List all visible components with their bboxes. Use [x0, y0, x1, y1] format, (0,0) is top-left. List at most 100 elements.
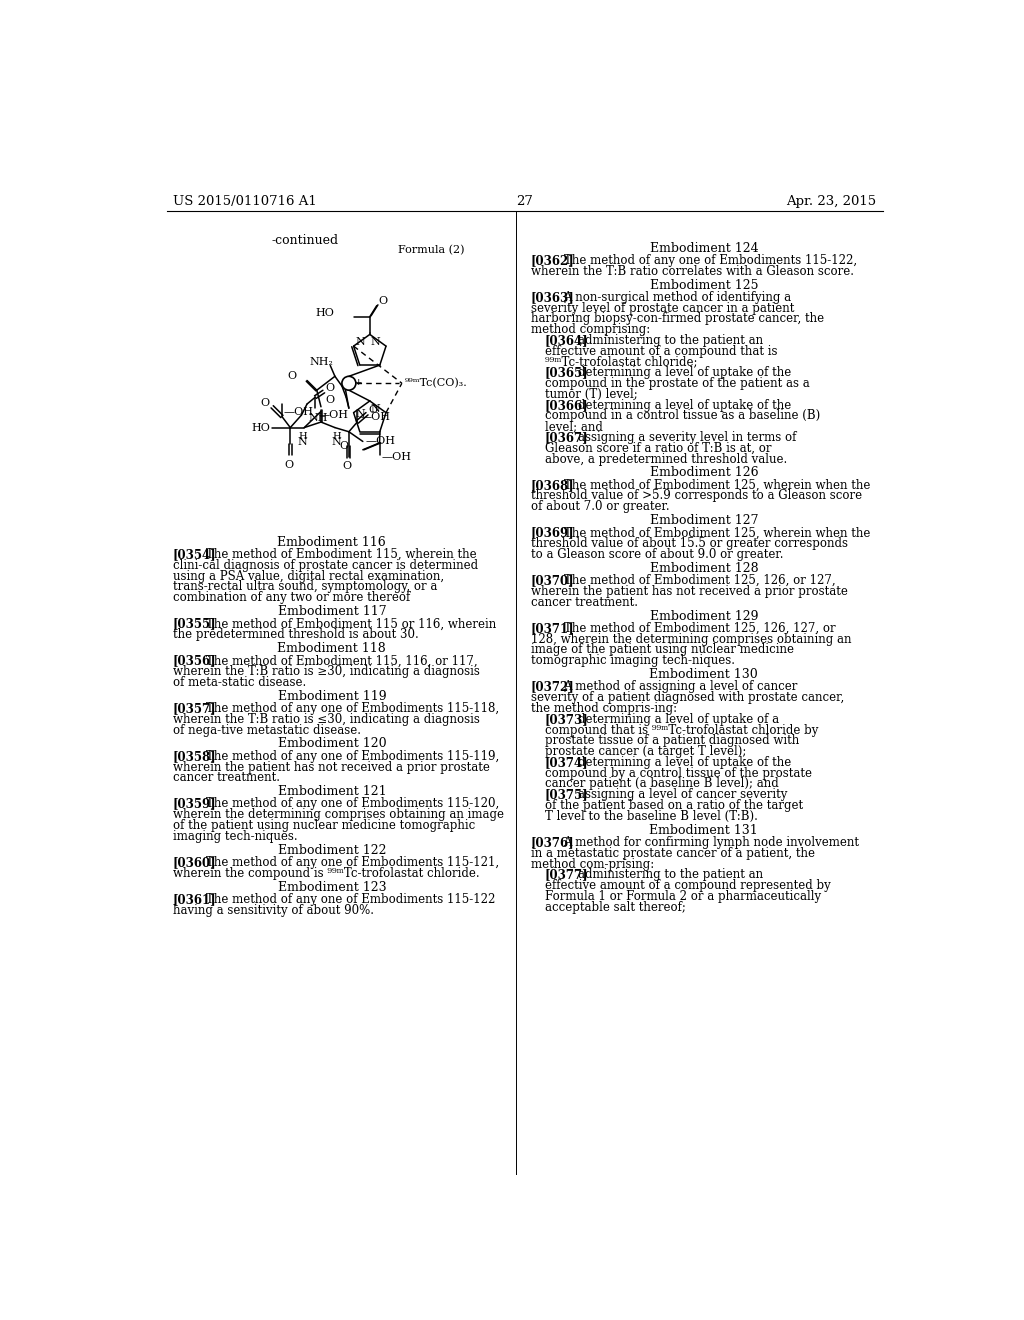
Text: [0377]: [0377] — [545, 869, 589, 882]
Text: harboring biopsy-con-firmed prostate cancer, the: harboring biopsy-con-firmed prostate can… — [531, 313, 824, 326]
Text: wherein the determining comprises obtaining an image: wherein the determining comprises obtain… — [173, 808, 504, 821]
Text: Embodiment 129: Embodiment 129 — [649, 610, 758, 623]
Text: —OH: —OH — [360, 412, 390, 422]
Text: Apr. 23, 2015: Apr. 23, 2015 — [786, 195, 877, 209]
Text: cancer treatment.: cancer treatment. — [173, 771, 280, 784]
Text: N: N — [355, 409, 365, 420]
Text: O: O — [260, 397, 269, 408]
Text: [0354]: [0354] — [173, 548, 216, 561]
Text: Embodiment 125: Embodiment 125 — [649, 279, 758, 292]
Text: wherein the patient has not received a prior prostate: wherein the patient has not received a p… — [531, 585, 848, 598]
Text: O: O — [326, 395, 335, 405]
Text: N: N — [370, 338, 380, 347]
Text: [0357]: [0357] — [173, 702, 216, 715]
Text: NH: NH — [308, 413, 328, 422]
Text: cancer treatment.: cancer treatment. — [531, 595, 638, 609]
Text: level; and: level; and — [545, 420, 603, 433]
Text: +: + — [354, 378, 361, 387]
Text: Embodiment 116: Embodiment 116 — [278, 536, 386, 549]
Text: determining a level of uptake of the: determining a level of uptake of the — [578, 367, 791, 379]
Text: of the patient using nuclear medicine tomographic: of the patient using nuclear medicine to… — [173, 818, 475, 832]
Text: administering to the patient an: administering to the patient an — [578, 869, 763, 882]
Text: severity level of prostate cancer in a patient: severity level of prostate cancer in a p… — [531, 302, 795, 314]
Text: The method of any one of Embodiments 115-122,: The method of any one of Embodiments 115… — [563, 253, 857, 267]
Text: The method of Embodiment 115 or 116, wherein: The method of Embodiment 115 or 116, whe… — [206, 618, 496, 631]
Text: Embodiment 130: Embodiment 130 — [649, 668, 758, 681]
Text: Gleason score if a ratio of T:B is at, or: Gleason score if a ratio of T:B is at, o… — [545, 442, 771, 455]
Text: [0367]: [0367] — [545, 430, 589, 444]
Text: The method of Embodiment 115, wherein the: The method of Embodiment 115, wherein th… — [206, 548, 476, 561]
Text: A non-surgical method of identifying a: A non-surgical method of identifying a — [563, 290, 792, 304]
Text: image of the patient using nuclear medicine: image of the patient using nuclear medic… — [531, 644, 794, 656]
Text: 27: 27 — [516, 195, 534, 209]
Text: method comprising:: method comprising: — [531, 323, 650, 337]
Text: Embodiment 124: Embodiment 124 — [649, 242, 758, 255]
Text: Embodiment 128: Embodiment 128 — [649, 562, 758, 576]
Text: tomographic imaging tech-niques.: tomographic imaging tech-niques. — [531, 655, 735, 668]
Text: imaging tech-niques.: imaging tech-niques. — [173, 830, 298, 843]
Text: The method of Embodiment 125, 126, 127, or: The method of Embodiment 125, 126, 127, … — [563, 622, 836, 635]
Text: O: O — [340, 441, 349, 451]
Text: cancer patient (a baseline B level); and: cancer patient (a baseline B level); and — [545, 777, 778, 791]
Text: using a PSA value, digital rectal examination,: using a PSA value, digital rectal examin… — [173, 570, 444, 582]
Text: acceptable salt thereof;: acceptable salt thereof; — [545, 900, 686, 913]
Text: [0359]: [0359] — [173, 797, 216, 810]
Text: [0368]: [0368] — [531, 479, 574, 492]
Text: ⁹⁹ᵐTc(CO)₃.: ⁹⁹ᵐTc(CO)₃. — [404, 378, 468, 388]
Text: NH₂: NH₂ — [309, 358, 333, 367]
Text: having a sensitivity of about 90%.: having a sensitivity of about 90%. — [173, 904, 374, 917]
Text: A method of assigning a level of cancer: A method of assigning a level of cancer — [563, 681, 798, 693]
Text: —OH: —OH — [284, 407, 313, 417]
Text: wherein the patient has not received a prior prostate: wherein the patient has not received a p… — [173, 760, 489, 774]
Text: The method of any one of Embodiments 115-120,: The method of any one of Embodiments 115… — [206, 797, 499, 810]
Text: compound that is ⁹⁹ᵐTc-trofolastat chloride by: compound that is ⁹⁹ᵐTc-trofolastat chlor… — [545, 723, 818, 737]
Text: administering to the patient an: administering to the patient an — [578, 334, 763, 347]
Text: prostate cancer (a target T level);: prostate cancer (a target T level); — [545, 744, 746, 758]
Text: —OH: —OH — [381, 451, 411, 462]
Text: -continued: -continued — [271, 234, 338, 247]
Circle shape — [342, 376, 356, 391]
Text: [0362]: [0362] — [531, 253, 574, 267]
Text: the predetermined threshold is about 30.: the predetermined threshold is about 30. — [173, 628, 419, 642]
Text: HO: HO — [315, 308, 334, 318]
Text: effective amount of a compound represented by: effective amount of a compound represent… — [545, 879, 830, 892]
Text: determining a level of uptake of the: determining a level of uptake of the — [578, 399, 791, 412]
Text: —OH: —OH — [366, 437, 396, 446]
Text: The method of any one of Embodiments 115-119,: The method of any one of Embodiments 115… — [206, 750, 499, 763]
Text: N: N — [298, 437, 307, 447]
Text: N: N — [344, 379, 353, 389]
Text: compound in a control tissue as a baseline (B): compound in a control tissue as a baseli… — [545, 409, 820, 422]
Text: prostate tissue of a patient diagnosed with: prostate tissue of a patient diagnosed w… — [545, 734, 799, 747]
Text: Embodiment 131: Embodiment 131 — [649, 824, 758, 837]
Text: Embodiment 122: Embodiment 122 — [278, 843, 386, 857]
Text: The method of Embodiment 115, 116, or 117,: The method of Embodiment 115, 116, or 11… — [206, 655, 477, 668]
Text: N: N — [355, 338, 365, 347]
Text: Embodiment 119: Embodiment 119 — [278, 689, 386, 702]
Text: determining a level of uptake of a: determining a level of uptake of a — [578, 713, 778, 726]
Text: O: O — [369, 405, 378, 414]
Text: [0356]: [0356] — [173, 655, 216, 668]
Text: tumor (T) level;: tumor (T) level; — [545, 388, 638, 401]
Text: O: O — [378, 296, 387, 306]
Text: —OH: —OH — [318, 409, 348, 420]
Text: of the patient based on a ratio of the target: of the patient based on a ratio of the t… — [545, 799, 803, 812]
Text: in a metastatic prostate cancer of a patient, the: in a metastatic prostate cancer of a pat… — [531, 847, 815, 859]
Text: O: O — [287, 371, 296, 381]
Text: compound by a control tissue of the prostate: compound by a control tissue of the pros… — [545, 767, 812, 780]
Text: Embodiment 126: Embodiment 126 — [649, 466, 758, 479]
Text: method com-prising:: method com-prising: — [531, 858, 654, 871]
Text: [0376]: [0376] — [531, 836, 574, 849]
Text: Embodiment 118: Embodiment 118 — [278, 642, 386, 655]
Text: Embodiment 127: Embodiment 127 — [649, 515, 758, 527]
Text: Embodiment 121: Embodiment 121 — [278, 785, 386, 799]
Text: of about 7.0 or greater.: of about 7.0 or greater. — [531, 500, 670, 513]
Text: [0363]: [0363] — [531, 290, 574, 304]
Text: [0373]: [0373] — [545, 713, 589, 726]
Text: [0372]: [0372] — [531, 681, 574, 693]
Text: N: N — [370, 404, 380, 413]
Text: assigning a level of cancer severity: assigning a level of cancer severity — [578, 788, 786, 801]
Text: The method of Embodiment 125, wherein when the: The method of Embodiment 125, wherein wh… — [563, 527, 870, 540]
Text: [0369]: [0369] — [531, 527, 574, 540]
Text: ⁹⁹ᵐTc-trofolastat chloride;: ⁹⁹ᵐTc-trofolastat chloride; — [545, 355, 697, 368]
Text: [0374]: [0374] — [545, 756, 589, 770]
